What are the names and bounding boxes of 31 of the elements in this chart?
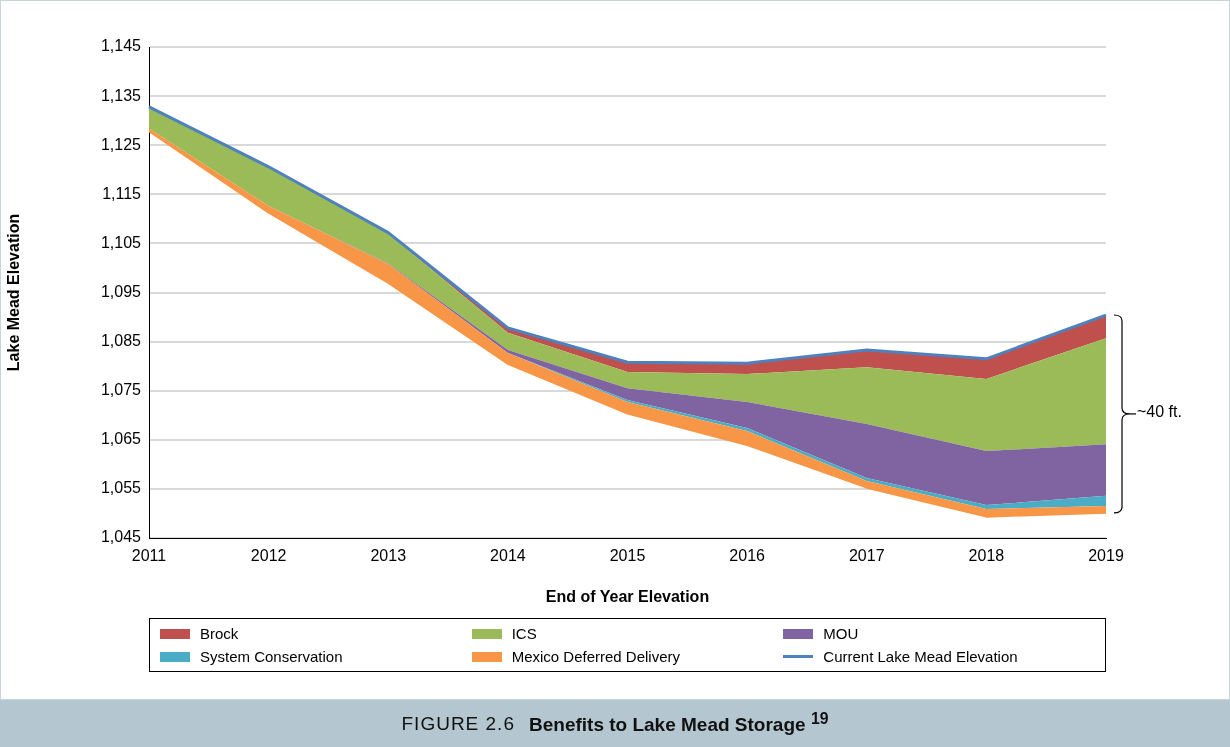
y-tick-label: 1,075: [100, 381, 142, 399]
text: ~40 ft.: [1137, 403, 1182, 422]
legend-label: Mexico Deferred Delivery: [511, 648, 681, 665]
legend-label: System Conservation: [200, 648, 343, 665]
x-tick-label: 2016: [729, 547, 766, 565]
y-tick-label: 1,045: [100, 528, 142, 546]
legend-label: ICS: [511, 625, 537, 642]
x-axis-title: End of Year Elevation: [545, 587, 710, 605]
y-tick-label: 1,095: [100, 282, 142, 300]
x-tick-label: 2012: [250, 547, 287, 565]
x-tick-label: 2013: [370, 547, 407, 565]
x-tick-label: 2017: [848, 547, 885, 565]
y-tick-label: 1,115: [102, 184, 142, 202]
text: Benefits to Lake Mead Storage $^{19}$: [528, 710, 829, 737]
y-tick-label: 1,085: [100, 332, 142, 350]
y-tick-label: 1,125: [100, 135, 142, 153]
x-tick-label: 2019: [1088, 547, 1124, 565]
y-tick-label: 1,145: [100, 37, 142, 55]
x-tick-label: 2015: [609, 547, 646, 565]
x-tick-label: 2011: [131, 547, 167, 565]
legend-label: MOU: [823, 625, 859, 642]
legend-label: Current Lake Mead Elevation: [823, 648, 1018, 665]
caption: FIGURE 2.6: [401, 712, 515, 735]
y-tick-label: 1,105: [100, 233, 142, 251]
y-tick-label: 1,065: [100, 430, 142, 448]
legend-label: Brock: [200, 625, 239, 642]
x-tick-label: 2018: [968, 547, 1005, 565]
x-tick-label: 2014: [490, 547, 526, 565]
y-axis-title: Lake Mead Elevation: [5, 213, 23, 372]
y-tick-label: 1,055: [100, 479, 142, 497]
y-tick-label: 1,135: [100, 86, 142, 104]
